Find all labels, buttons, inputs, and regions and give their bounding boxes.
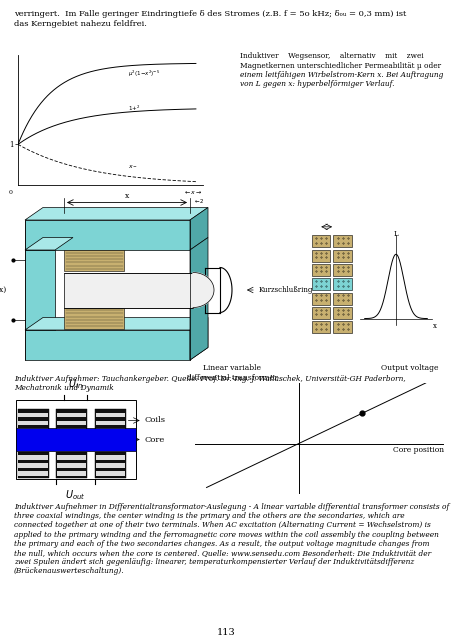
Polygon shape <box>193 273 214 307</box>
Bar <box>95 410 125 435</box>
Text: 113: 113 <box>217 628 236 637</box>
Text: $x_-$: $x_-$ <box>128 164 138 170</box>
Bar <box>19 420 48 425</box>
Bar <box>95 452 125 477</box>
Text: Mechatronik und Dynamik: Mechatronik und Dynamik <box>14 384 114 392</box>
Text: verringert.  Im Falle geringer Eindringtiefe δ des Stromes (z.B. f = 5o kHz; δₒᵤ: verringert. Im Falle geringer Eindringti… <box>14 10 406 18</box>
Text: $U_{in}$: $U_{in}$ <box>68 378 83 391</box>
Text: 0: 0 <box>8 190 12 195</box>
Text: $1{+}^2$: $1{+}^2$ <box>128 104 140 113</box>
Text: Induktiver Aufnehmer in Differentialtransformator-Auslegung - A linear variable : Induktiver Aufnehmer in Differentialtran… <box>14 503 449 511</box>
Bar <box>96 463 125 468</box>
Bar <box>333 321 352 333</box>
Bar <box>312 292 330 305</box>
Bar <box>312 264 330 276</box>
Bar <box>333 236 352 248</box>
Text: Core: Core <box>144 435 164 444</box>
Bar <box>57 413 87 417</box>
Polygon shape <box>190 207 208 250</box>
Bar <box>18 452 48 477</box>
Bar <box>16 400 136 479</box>
Text: Kurzschlußring: Kurzschlußring <box>259 286 313 294</box>
Bar <box>312 321 330 333</box>
Polygon shape <box>25 250 55 330</box>
Text: differential transformer: differential transformer <box>187 374 278 381</box>
Polygon shape <box>190 317 208 360</box>
Bar <box>96 413 125 417</box>
Bar <box>16 428 136 451</box>
Bar <box>96 420 125 425</box>
Text: three coaxial windings, the center winding is the primary and the others are the: three coaxial windings, the center windi… <box>14 512 405 520</box>
Text: Core position: Core position <box>393 445 444 454</box>
Bar <box>57 463 87 468</box>
Bar <box>56 452 87 477</box>
Bar <box>19 428 48 433</box>
Bar <box>19 463 48 468</box>
Bar <box>333 264 352 276</box>
Text: Linear variable: Linear variable <box>203 364 261 372</box>
Bar <box>96 455 125 460</box>
Text: $U_{out}$: $U_{out}$ <box>65 488 86 502</box>
Text: the primary and each of the two secondaries changes. As a result, the output vol: the primary and each of the two secondar… <box>14 540 429 548</box>
Polygon shape <box>25 330 190 360</box>
Bar <box>56 410 87 435</box>
Text: $\leftarrow 2$: $\leftarrow 2$ <box>193 197 204 205</box>
Bar <box>312 236 330 248</box>
Bar <box>57 420 87 425</box>
Polygon shape <box>25 317 208 330</box>
Text: zwei Spulen ändert sich gegenläufig: linearer, temperaturkompensierter Verlauf d: zwei Spulen ändert sich gegenläufig: lin… <box>14 558 414 566</box>
Text: Output voltage: Output voltage <box>381 364 438 372</box>
Text: $\mu^2(1{-}x^2)^{-5}$: $\mu^2(1{-}x^2)^{-5}$ <box>128 68 160 79</box>
Bar <box>18 410 48 435</box>
Bar <box>57 455 87 460</box>
Bar <box>312 307 330 319</box>
Text: von L gegen x: hyperbelförmiger Verlauf.: von L gegen x: hyperbelförmiger Verlauf. <box>240 81 395 88</box>
Bar <box>19 455 48 460</box>
Polygon shape <box>25 237 73 250</box>
Bar <box>333 250 352 262</box>
Bar <box>333 278 352 291</box>
Bar <box>19 471 48 476</box>
Polygon shape <box>25 220 190 250</box>
Text: (Brückenauswerteschaltung).: (Brückenauswerteschaltung). <box>14 568 125 575</box>
Text: Induktiver    Wegsensor,    alternativ    mit    zwei: Induktiver Wegsensor, alternativ mit zwe… <box>240 52 424 60</box>
Text: the null, which occurs when the core is centered. Quelle: www.sensedu.com Besond: the null, which occurs when the core is … <box>14 549 431 557</box>
Text: Coils: Coils <box>144 417 165 424</box>
Polygon shape <box>64 307 124 329</box>
Bar <box>333 292 352 305</box>
Polygon shape <box>25 207 208 220</box>
Bar <box>312 278 330 291</box>
Text: L(x): L(x) <box>0 286 7 294</box>
Bar <box>19 413 48 417</box>
Polygon shape <box>64 273 193 307</box>
Bar <box>312 250 330 262</box>
Polygon shape <box>64 250 124 271</box>
Bar <box>57 471 87 476</box>
Bar <box>333 307 352 319</box>
Text: x: x <box>125 191 129 200</box>
Text: einem leitfähigen Wirbelstrom-Kern x. Bei Auftragung: einem leitfähigen Wirbelstrom-Kern x. Be… <box>240 71 443 79</box>
Text: $\leftarrow x \rightarrow$: $\leftarrow x \rightarrow$ <box>183 188 203 196</box>
Text: x: x <box>433 322 437 330</box>
Bar <box>96 471 125 476</box>
Polygon shape <box>190 237 208 360</box>
Text: Magnetkernen unterschiedlicher Permeabilität μ oder: Magnetkernen unterschiedlicher Permeabil… <box>240 61 441 70</box>
Text: connected together at one of their two terminals. When AC excitation (Alternatin: connected together at one of their two t… <box>14 522 431 529</box>
Text: applied to the primary winding and the ferromagnetic core moves within the coil : applied to the primary winding and the f… <box>14 531 439 539</box>
Bar <box>57 428 87 433</box>
Text: Induktiver Aufnehmer: Tauchankergeber. Quelle: Prof. Dr.-Ing. J. Wallaschek, Uni: Induktiver Aufnehmer: Tauchankergeber. Q… <box>14 375 406 383</box>
Text: das Kerngebiet nahezu feldfrei.: das Kerngebiet nahezu feldfrei. <box>14 20 147 28</box>
Text: L: L <box>394 230 398 238</box>
Bar <box>96 428 125 433</box>
